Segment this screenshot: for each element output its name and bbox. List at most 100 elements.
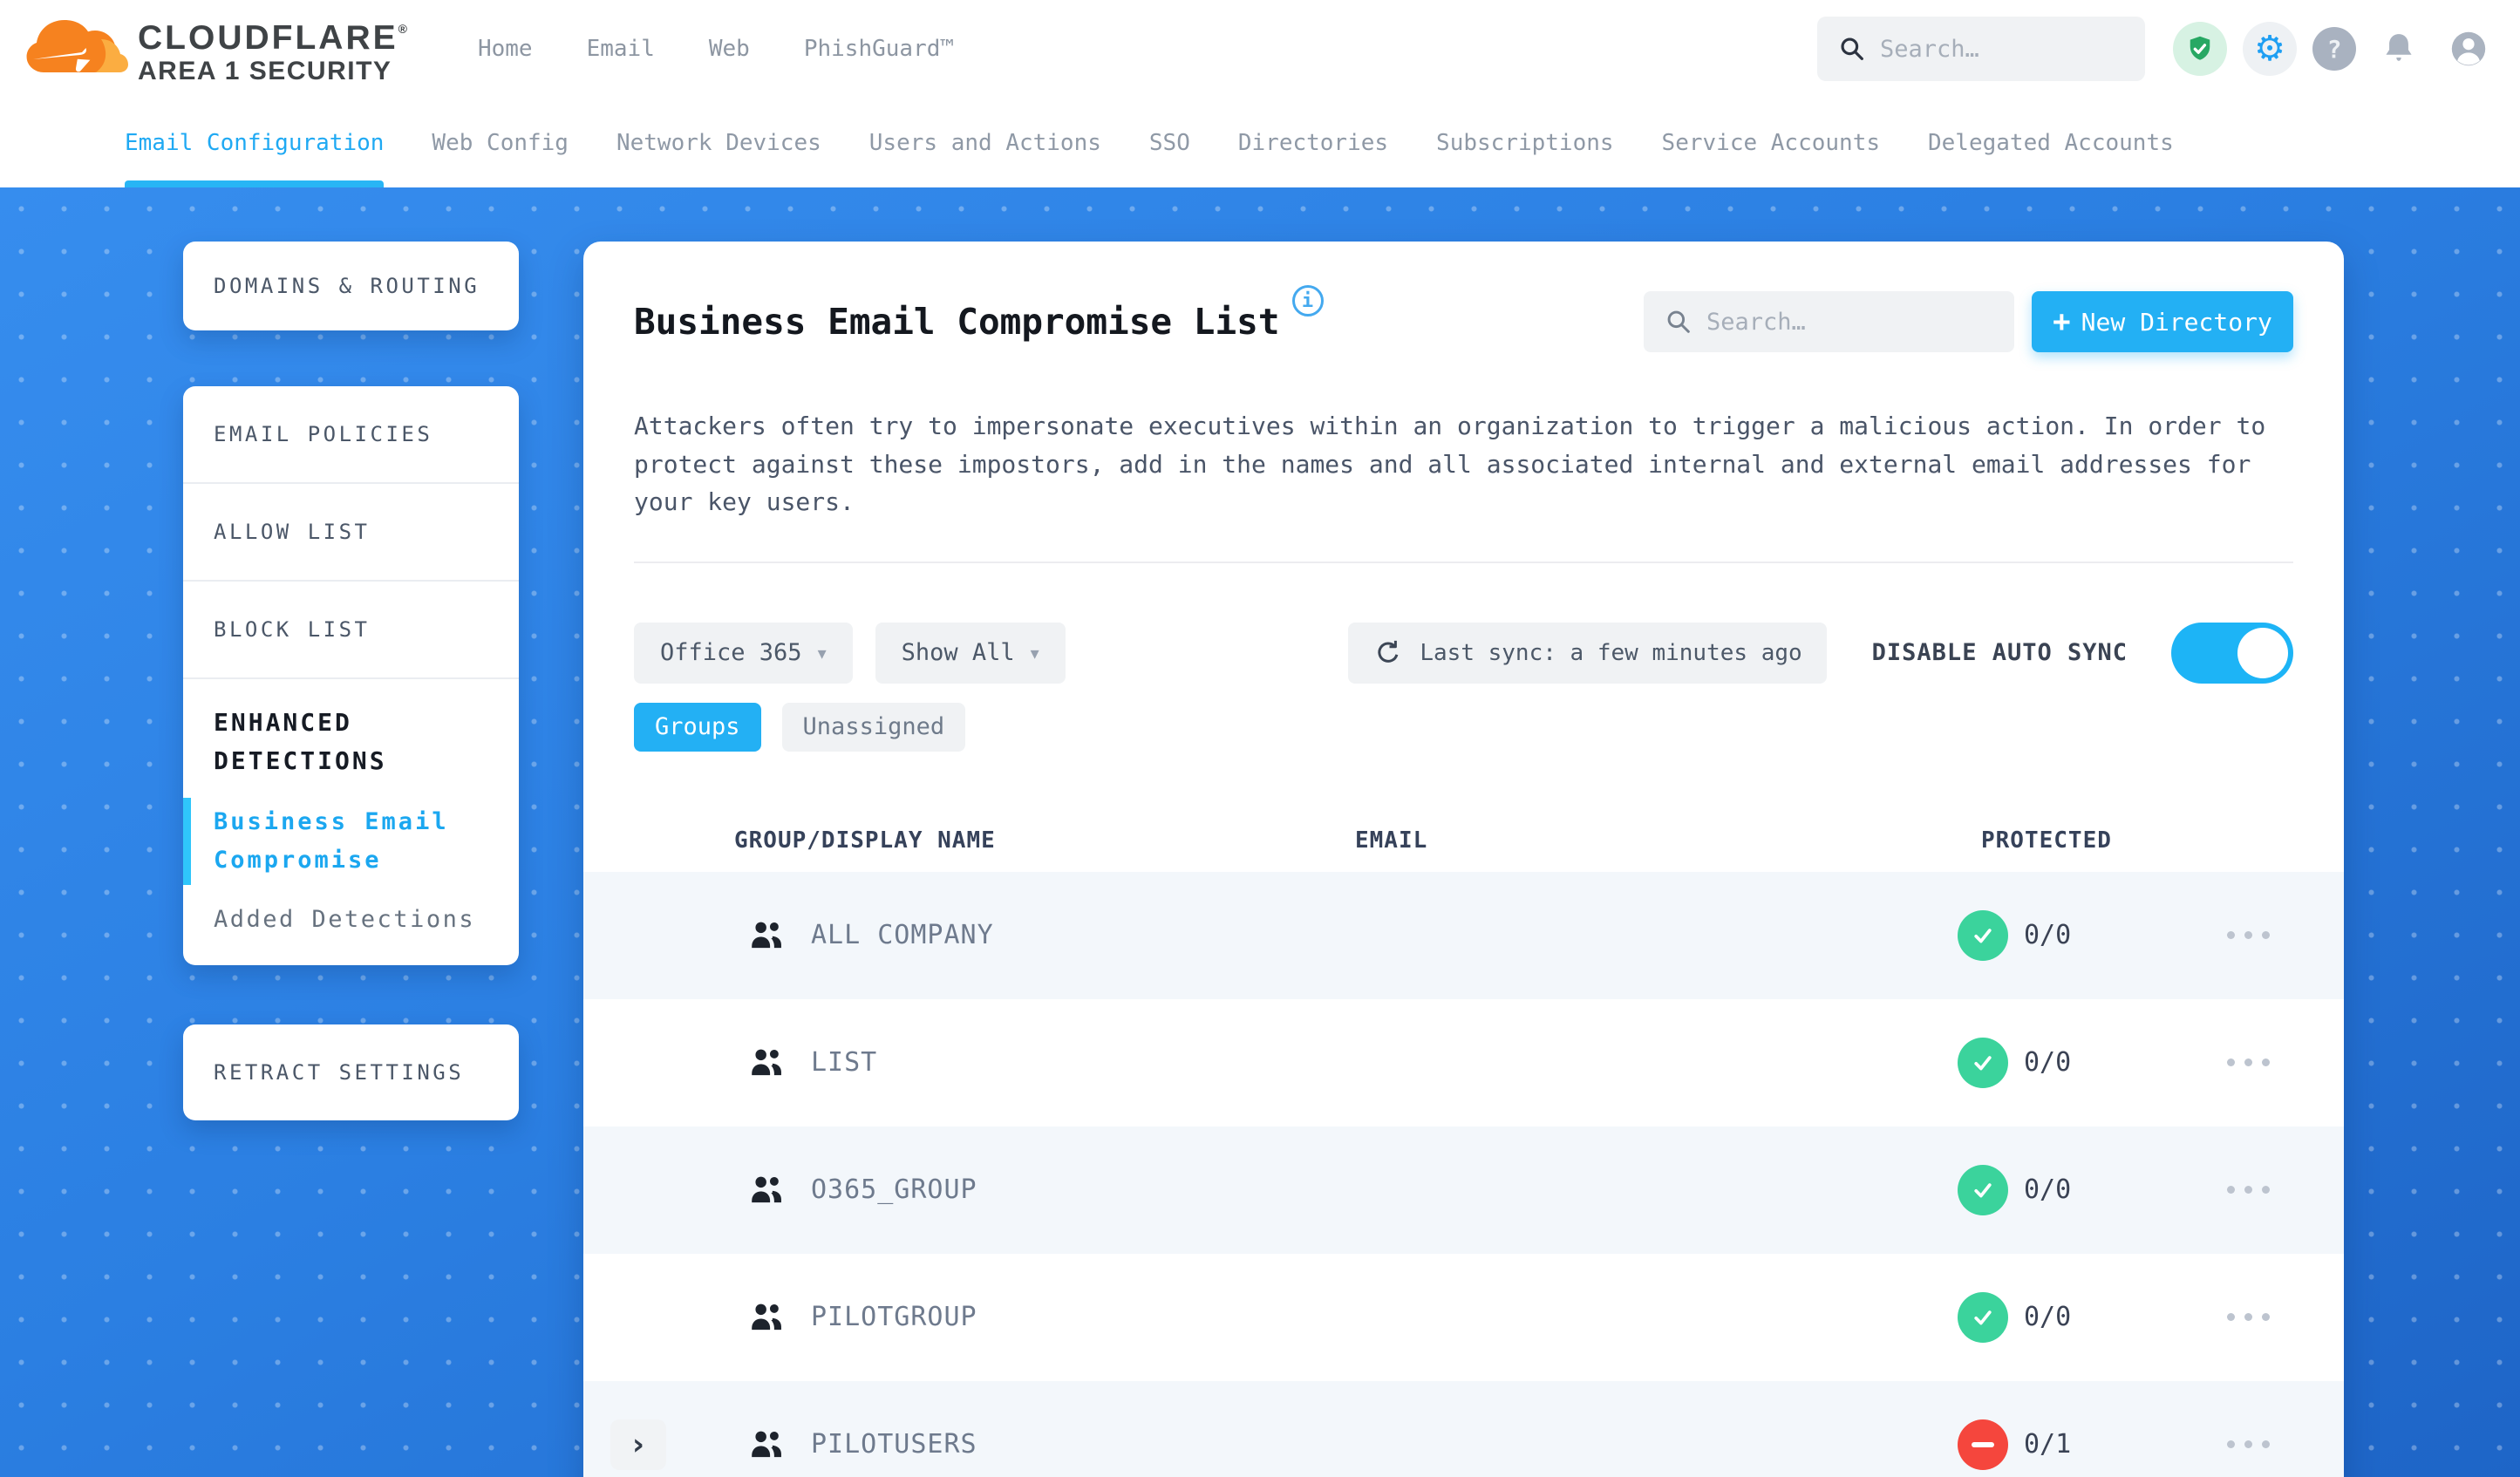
row-menu-button[interactable] (2227, 931, 2270, 939)
group-name: LIST (811, 1047, 878, 1078)
help-icon[interactable]: ? (2312, 27, 2356, 71)
expand-slot: › (610, 1419, 666, 1470)
protected-cell: 0/1 (1958, 1419, 2344, 1470)
protected-count: 0/1 (2024, 1429, 2072, 1460)
tab-service-accounts[interactable]: Service Accounts (1661, 129, 1880, 156)
protected-cell: 0/0 (1958, 1037, 2344, 1088)
page-title: Business Email Compromise List (634, 301, 1280, 343)
tab-users-and-actions[interactable]: Users and Actions (868, 129, 1101, 156)
sidebar-item-enhanced-detections[interactable]: ENHANCED DETECTIONS (214, 708, 387, 775)
group-icon (748, 1173, 787, 1208)
group-name: O365_GROUP (811, 1174, 977, 1205)
row-menu-button[interactable] (2227, 1058, 2270, 1066)
protected-check-icon (1958, 1291, 2008, 1343)
tab-web-config[interactable]: Web Config (432, 129, 569, 156)
top-header: CLOUDFLARE® AREA 1 SECURITY Home Email W… (0, 0, 2520, 98)
column-protected: PROTECTED (1981, 827, 2112, 854)
top-nav-phishguard[interactable]: PhishGuard™ (803, 36, 955, 62)
view-tabs: Groups Unassigned (634, 702, 2293, 752)
group-name: ALL COMPANY (811, 920, 994, 950)
chevron-down-icon: ▾ (1030, 642, 1039, 664)
top-nav-home[interactable]: Home (477, 36, 533, 62)
sidebar-item-business-email-compromise[interactable]: Business Email Compromise (183, 798, 488, 885)
sidebar-item-block-list[interactable]: BLOCK LIST (183, 582, 519, 679)
cloudflare-logo[interactable]: CLOUDFLARE® AREA 1 SECURITY (26, 10, 410, 88)
expand-chevron-button[interactable]: › (610, 1419, 666, 1470)
tab-delegated-accounts[interactable]: Delegated Accounts (1928, 129, 2174, 156)
table-row[interactable]: › PILOTUSERS 0/1 (583, 1380, 2344, 1477)
plus-icon: + (2053, 304, 2071, 339)
sidebar-card-policies: EMAIL POLICIES ALLOW LIST BLOCK LIST ENH… (183, 386, 519, 965)
sidebar-section-enhanced-detections: ENHANCED DETECTIONS Business Email Compr… (183, 679, 519, 939)
protected-cell: 0/0 (1958, 909, 2344, 961)
filters-row: Office 365 ▾ Show All ▾ Last sync: a few… (634, 622, 2293, 684)
sidebar-card-retract-settings[interactable]: RETRACT SETTINGS (183, 1024, 519, 1120)
info-icon[interactable]: i (1291, 285, 1324, 316)
group-icon (748, 1427, 787, 1462)
search-icon (1667, 310, 1690, 333)
global-search-input[interactable] (1880, 35, 2124, 63)
protected-cell: 0/0 (1958, 1164, 2344, 1215)
page-description: Attackers often try to impersonate execu… (634, 412, 2266, 516)
sidebar-item-email-policies[interactable]: EMAIL POLICIES (183, 386, 519, 484)
section-divider (634, 561, 2293, 563)
header-right-cluster: ⚙ ? (1817, 17, 2496, 81)
registered-mark: ® (398, 21, 410, 36)
top-nav-email[interactable]: Email (586, 36, 655, 62)
tab-subscriptions[interactable]: Subscriptions (1436, 129, 1614, 156)
config-tabbar: Email Configuration Web Config Network D… (0, 98, 2520, 187)
group-icon (748, 1045, 787, 1080)
last-sync-text: Last sync: a few minutes ago (1420, 639, 1802, 666)
row-menu-button[interactable] (2227, 1440, 2270, 1448)
tab-network-devices[interactable]: Network Devices (616, 129, 821, 156)
brand-name: CLOUDFLARE® (138, 18, 410, 57)
sidebar: DOMAINS & ROUTING EMAIL POLICIES ALLOW L… (183, 242, 519, 1120)
tab-groups[interactable]: Groups (634, 702, 761, 752)
new-directory-button[interactable]: + New Directory (2032, 291, 2293, 352)
new-directory-label: New Directory (2081, 307, 2272, 337)
sidebar-item-domains-routing[interactable]: DOMAINS & ROUTING (214, 274, 480, 298)
protected-cell: 0/0 (1958, 1291, 2344, 1343)
list-search[interactable] (1644, 291, 2014, 352)
protected-count: 0/0 (2024, 1174, 2072, 1205)
list-search-input[interactable] (1706, 308, 1993, 336)
shield-check-icon[interactable] (2173, 22, 2227, 76)
sidebar-item-label: EMAIL POLICIES (214, 422, 433, 446)
sidebar-item-added-detections[interactable]: Added Detections (214, 906, 476, 933)
sidebar-card-domains-routing[interactable]: DOMAINS & ROUTING (183, 242, 519, 330)
sidebar-item-retract-settings[interactable]: RETRACT SETTINGS (214, 1060, 465, 1085)
table-header: GROUP/DISPLAY NAME EMAIL PROTECTED (583, 809, 2344, 872)
sidebar-item-allow-list[interactable]: ALLOW LIST (183, 484, 519, 582)
toggle-knob (2237, 627, 2288, 678)
column-group-display-name: GROUP/DISPLAY NAME (734, 827, 996, 854)
protected-check-icon (1958, 1164, 2008, 1215)
auto-sync-toggle[interactable] (2171, 622, 2293, 684)
global-search[interactable] (1817, 17, 2145, 81)
tab-directories[interactable]: Directories (1237, 129, 1389, 156)
directory-select[interactable]: Office 365 ▾ (634, 622, 853, 684)
table-row[interactable]: ALL COMPANY 0/0 (583, 871, 2344, 999)
protected-check-icon (1958, 909, 2008, 961)
show-filter-select[interactable]: Show All ▾ (875, 622, 1066, 684)
bell-icon[interactable] (2372, 22, 2426, 76)
workspace-background: DOMAINS & ROUTING EMAIL POLICIES ALLOW L… (0, 187, 2520, 1477)
header-icons: ⚙ ? (2173, 22, 2496, 76)
row-menu-button[interactable] (2227, 1186, 2270, 1194)
auto-sync-label: DISABLE AUTO SYNC (1871, 639, 2128, 666)
row-menu-button[interactable] (2227, 1313, 2270, 1321)
tab-sso[interactable]: SSO (1148, 129, 1190, 156)
tab-unassigned[interactable]: Unassigned (781, 702, 966, 752)
table-row[interactable]: PILOTGROUP 0/0 (583, 1254, 2344, 1381)
table-row[interactable]: O365_GROUP 0/0 (583, 1126, 2344, 1254)
top-nav-web[interactable]: Web (708, 36, 750, 62)
gear-icon[interactable]: ⚙ (2243, 22, 2297, 76)
table-row[interactable]: LIST 0/0 (583, 999, 2344, 1126)
user-avatar-icon[interactable] (2442, 22, 2496, 76)
tab-email-configuration[interactable]: Email Configuration (125, 98, 385, 187)
protected-check-icon (1958, 1037, 2008, 1088)
brand-text: CLOUDFLARE® AREA 1 SECURITY (138, 11, 410, 87)
group-name: PILOTGROUP (811, 1302, 977, 1332)
last-sync-status[interactable]: Last sync: a few minutes ago (1348, 622, 1827, 684)
chevron-down-icon: ▾ (817, 642, 827, 664)
